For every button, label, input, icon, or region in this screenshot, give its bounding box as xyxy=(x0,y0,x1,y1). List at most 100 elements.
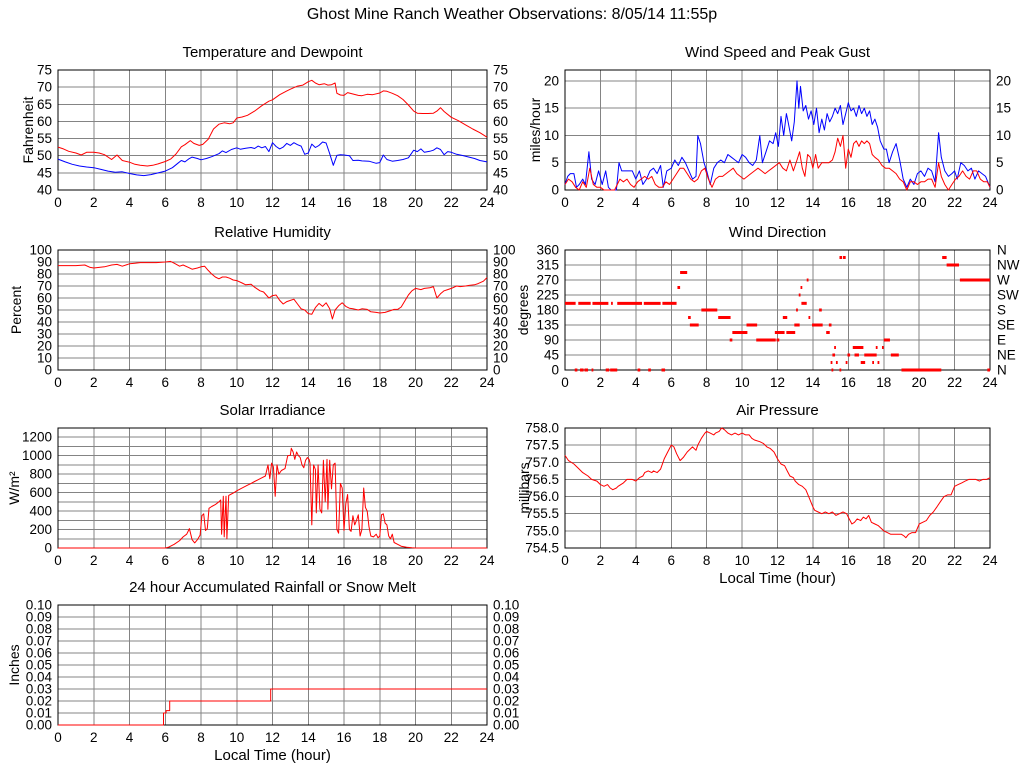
svg-text:NW: NW xyxy=(997,258,1020,273)
svg-text:16: 16 xyxy=(336,375,351,390)
svg-text:22: 22 xyxy=(444,553,459,568)
svg-text:50: 50 xyxy=(37,303,52,318)
svg-text:0: 0 xyxy=(996,183,1004,198)
svg-text:360: 360 xyxy=(536,243,559,258)
svg-text:N: N xyxy=(997,243,1007,258)
svg-text:22: 22 xyxy=(444,730,459,745)
svg-text:NE: NE xyxy=(997,348,1016,363)
chart-title-wind-direction: Wind Direction xyxy=(728,224,827,241)
svg-text:755.0: 755.0 xyxy=(525,523,559,538)
svg-text:0.02: 0.02 xyxy=(26,694,52,709)
svg-text:757.0: 757.0 xyxy=(525,455,559,470)
svg-text:18: 18 xyxy=(372,195,387,210)
svg-text:24: 24 xyxy=(479,553,495,568)
svg-text:200: 200 xyxy=(29,522,52,537)
svg-text:24: 24 xyxy=(479,375,495,390)
svg-text:18: 18 xyxy=(876,553,891,568)
svg-text:20: 20 xyxy=(912,195,927,210)
svg-text:55: 55 xyxy=(37,131,52,146)
svg-text:18: 18 xyxy=(876,195,891,210)
svg-text:12: 12 xyxy=(265,730,280,745)
svg-text:55: 55 xyxy=(493,131,508,146)
svg-text:12: 12 xyxy=(265,375,280,390)
svg-text:2: 2 xyxy=(597,375,605,390)
svg-text:22: 22 xyxy=(947,553,962,568)
page-title: Ghost Mine Ranch Weather Observations: 8… xyxy=(306,6,718,23)
svg-text:2: 2 xyxy=(597,195,605,210)
svg-text:2: 2 xyxy=(597,553,605,568)
svg-text:0.09: 0.09 xyxy=(26,610,52,625)
svg-text:8: 8 xyxy=(197,195,205,210)
svg-text:400: 400 xyxy=(29,504,52,519)
svg-text:65: 65 xyxy=(493,97,508,112)
svg-text:90: 90 xyxy=(493,255,508,270)
svg-text:50: 50 xyxy=(493,303,508,318)
svg-text:0: 0 xyxy=(551,363,559,378)
svg-text:0: 0 xyxy=(561,553,569,568)
chart-title-solar-irradiance: Solar Irradiance xyxy=(219,402,326,419)
svg-text:0: 0 xyxy=(561,195,569,210)
svg-text:756.0: 756.0 xyxy=(525,489,559,504)
svg-text:2: 2 xyxy=(90,195,98,210)
svg-text:10: 10 xyxy=(493,351,508,366)
svg-text:4: 4 xyxy=(126,195,134,210)
svg-text:10: 10 xyxy=(229,730,244,745)
svg-text:2: 2 xyxy=(90,375,98,390)
svg-text:8: 8 xyxy=(197,730,205,745)
svg-text:0: 0 xyxy=(54,195,62,210)
svg-text:225: 225 xyxy=(536,288,559,303)
svg-text:16: 16 xyxy=(841,375,856,390)
svg-text:12: 12 xyxy=(265,195,280,210)
svg-text:4: 4 xyxy=(632,195,640,210)
svg-text:70: 70 xyxy=(37,80,52,95)
svg-text:0: 0 xyxy=(54,375,62,390)
svg-text:15: 15 xyxy=(544,101,559,116)
svg-text:0: 0 xyxy=(44,363,52,378)
chart-title-rainfall: 24 hour Accumulated Rainfall or Snow Mel… xyxy=(129,579,416,596)
svg-text:0.03: 0.03 xyxy=(26,682,52,697)
svg-text:20: 20 xyxy=(408,195,423,210)
svg-text:6: 6 xyxy=(161,730,169,745)
svg-text:1200: 1200 xyxy=(22,430,52,445)
svg-text:12: 12 xyxy=(770,553,785,568)
svg-text:10: 10 xyxy=(544,128,559,143)
svg-text:0.07: 0.07 xyxy=(493,634,519,649)
svg-text:8: 8 xyxy=(197,375,205,390)
svg-text:10: 10 xyxy=(229,375,244,390)
svg-text:18: 18 xyxy=(372,375,387,390)
svg-text:0.08: 0.08 xyxy=(493,622,519,637)
svg-text:80: 80 xyxy=(493,267,508,282)
svg-text:S: S xyxy=(997,303,1006,318)
svg-text:22: 22 xyxy=(947,375,962,390)
svg-text:270: 270 xyxy=(536,273,559,288)
svg-text:20: 20 xyxy=(544,73,559,88)
svg-text:14: 14 xyxy=(301,553,317,568)
svg-text:4: 4 xyxy=(632,375,640,390)
svg-text:24: 24 xyxy=(982,553,998,568)
svg-text:0.06: 0.06 xyxy=(26,646,52,661)
svg-text:20: 20 xyxy=(912,553,927,568)
svg-text:24: 24 xyxy=(982,375,998,390)
svg-text:40: 40 xyxy=(37,183,52,198)
svg-text:70: 70 xyxy=(493,279,508,294)
svg-text:60: 60 xyxy=(493,291,508,306)
svg-text:16: 16 xyxy=(841,195,856,210)
svg-text:100: 100 xyxy=(29,243,52,258)
svg-text:6: 6 xyxy=(161,375,169,390)
svg-text:10: 10 xyxy=(735,375,750,390)
svg-text:50: 50 xyxy=(493,148,508,163)
svg-text:0.00: 0.00 xyxy=(493,718,519,733)
svg-text:10: 10 xyxy=(229,553,244,568)
svg-text:20: 20 xyxy=(408,730,423,745)
svg-text:755.5: 755.5 xyxy=(525,506,559,521)
svg-text:40: 40 xyxy=(37,315,52,330)
svg-text:20: 20 xyxy=(493,339,508,354)
svg-text:10: 10 xyxy=(229,195,244,210)
svg-text:4: 4 xyxy=(126,553,134,568)
svg-text:0.09: 0.09 xyxy=(493,610,519,625)
svg-text:315: 315 xyxy=(536,258,559,273)
svg-text:22: 22 xyxy=(947,195,962,210)
svg-text:12: 12 xyxy=(770,375,785,390)
svg-text:8: 8 xyxy=(703,195,711,210)
chart-title-wind-speed-gust: Wind Speed and Peak Gust xyxy=(684,44,871,61)
